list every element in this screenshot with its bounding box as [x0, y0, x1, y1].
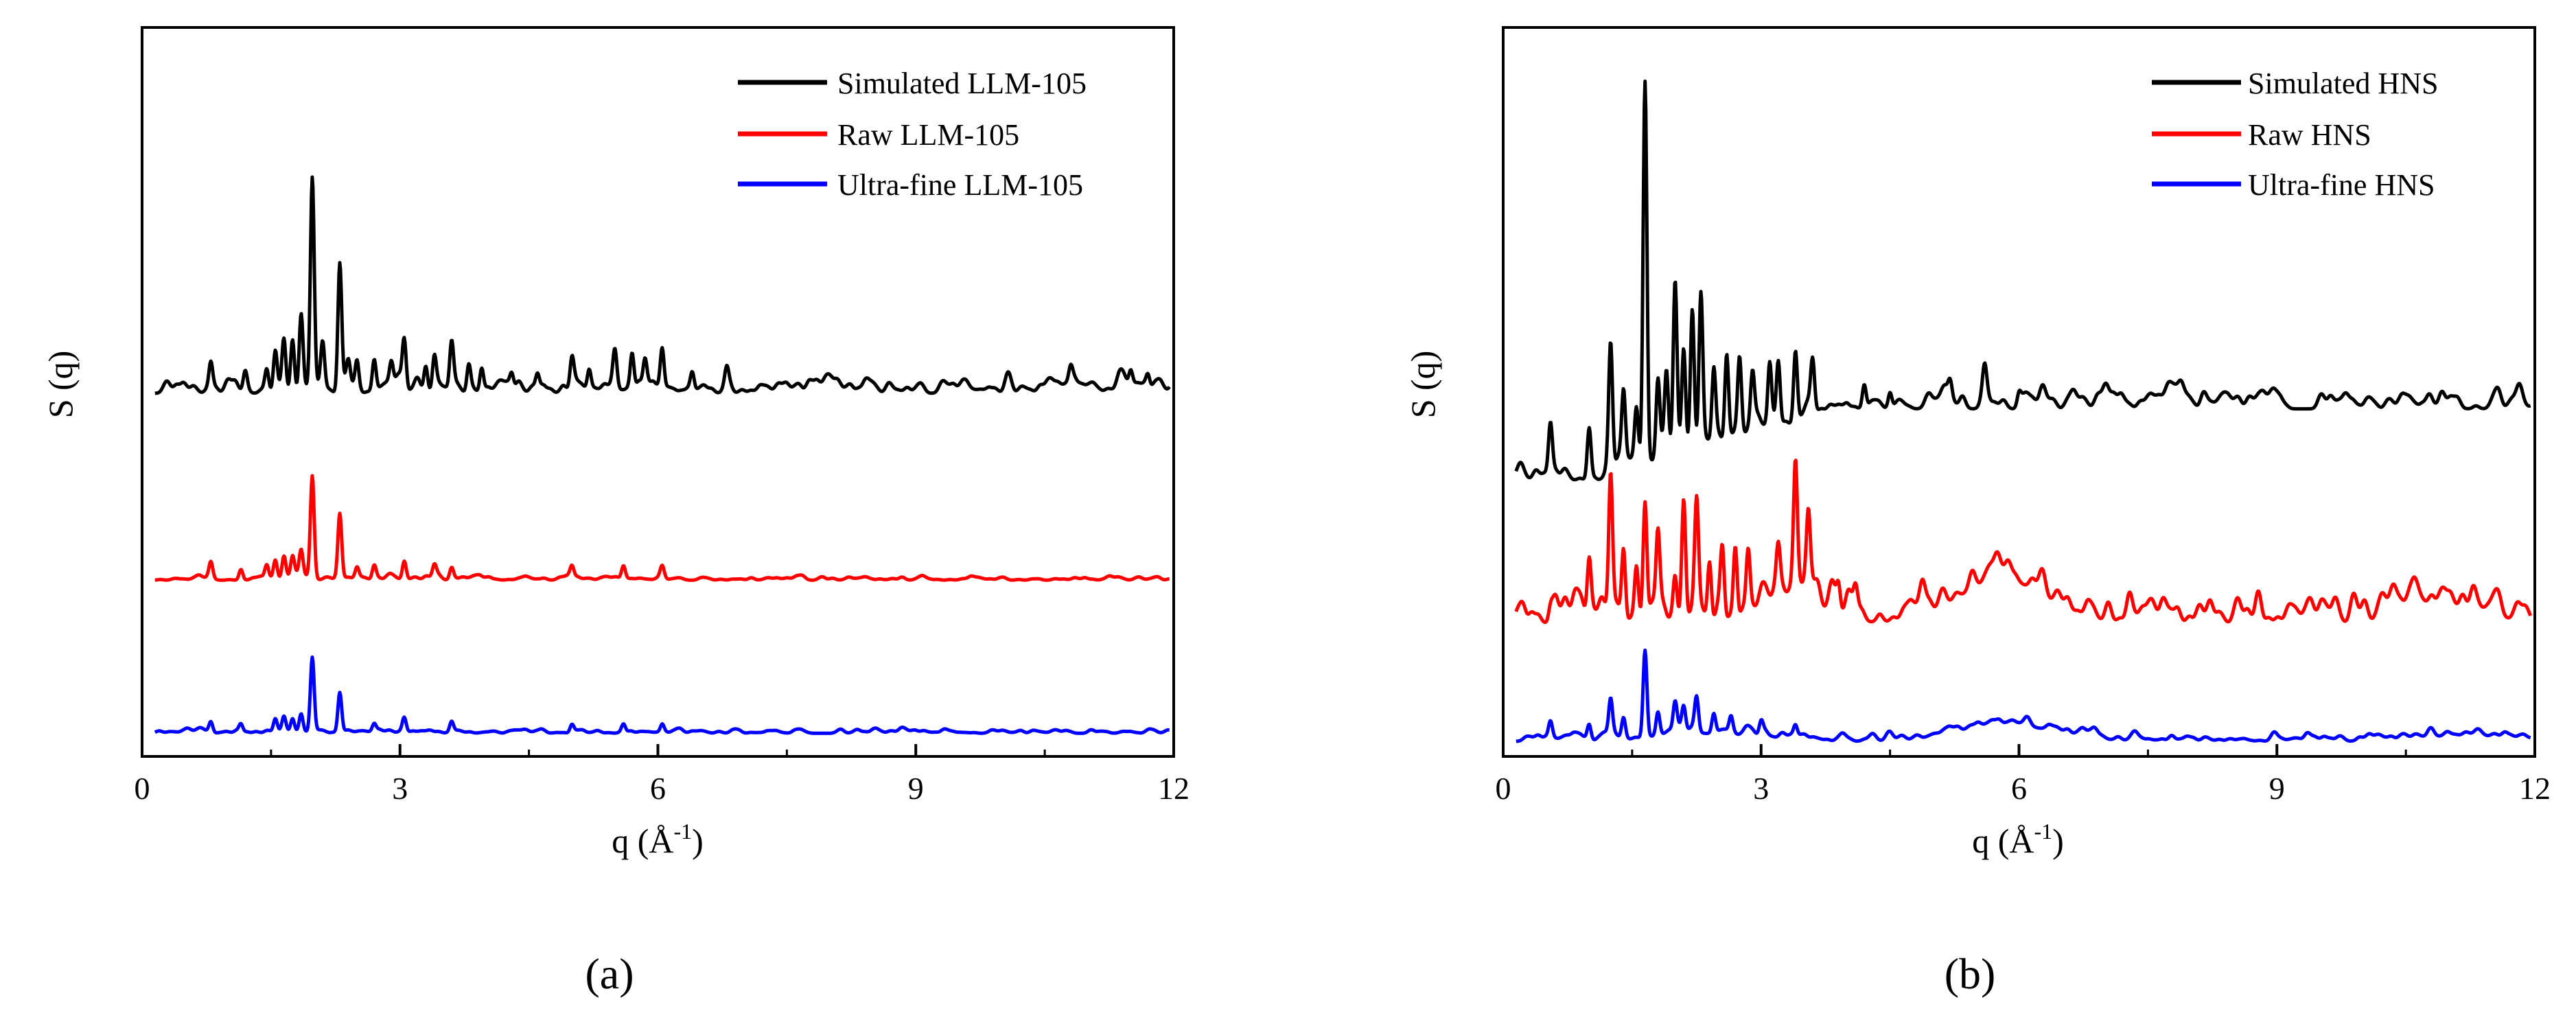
- x-axis-title-a-main: q (Å: [612, 822, 673, 860]
- x-tick-label-9: 9: [2269, 771, 2285, 806]
- x-axis-title-b-sup: -1: [2034, 819, 2052, 844]
- x-axis-title-a: q (Å-1): [612, 819, 704, 860]
- x-tick-label-0: 0: [135, 771, 150, 806]
- series-group-a: [154, 175, 1171, 735]
- series-line-a-0: [154, 175, 1171, 395]
- legend-b-label-2: Ultra-fine HNS: [2248, 168, 2435, 202]
- x-axis-title-b-end: ): [2052, 822, 2064, 860]
- legend-b-label-1: Raw HNS: [2248, 118, 2371, 152]
- x-tick-label-6: 6: [650, 771, 666, 806]
- x-tick-label-6: 6: [2011, 771, 2027, 806]
- legend-a: Simulated LLM-105 Raw LLM-105 Ultra-fine…: [738, 67, 1087, 202]
- legend-a-label-1: Raw LLM-105: [837, 118, 1019, 152]
- series-line-b-1: [1514, 459, 2533, 625]
- panel-a: 0 3 6 9 12 S (q) q (Å-1) Simulated LLM-105 R…: [41, 26, 1190, 998]
- x-tick-label-0: 0: [1496, 771, 1511, 806]
- panel-b: 0 3 6 9 12 S (q) q (Å-1) Simulated HNS Raw H…: [1404, 26, 2551, 998]
- x-tick-label-12: 12: [2519, 771, 2551, 806]
- x-axis-title-a-end: ): [692, 822, 704, 860]
- legend-a-label-2: Ultra-fine LLM-105: [837, 168, 1083, 202]
- panel-label-b: (b): [1945, 949, 1996, 998]
- x-ticks-a: 0 3 6 9 12: [135, 744, 1190, 806]
- series-line-a-2: [154, 655, 1171, 735]
- x-ticks-b: 0 3 6 9 12: [1496, 744, 2551, 806]
- legend-b: Simulated HNS Raw HNS Ultra-fine HNS: [2152, 67, 2438, 202]
- series-line-a-1: [154, 474, 1171, 582]
- legend-b-label-0: Simulated HNS: [2248, 67, 2438, 100]
- x-tick-label-3: 3: [392, 771, 408, 806]
- x-axis-title-a-sup: -1: [673, 819, 692, 844]
- y-axis-title-a: S (q): [41, 351, 80, 419]
- legend-a-label-0: Simulated LLM-105: [837, 67, 1087, 100]
- series-group-b: [1514, 79, 2533, 743]
- x-axis-title-b: q (Å-1): [1972, 819, 2064, 860]
- x-tick-label-12: 12: [1158, 771, 1190, 806]
- panel-label-a: (a): [585, 949, 634, 998]
- series-line-b-0: [1514, 79, 2532, 482]
- x-tick-label-3: 3: [1753, 771, 1769, 806]
- x-tick-label-9: 9: [908, 771, 924, 806]
- x-axis-title-b-main: q (Å: [1972, 822, 2034, 860]
- y-axis-title-b: S (q): [1404, 351, 1442, 419]
- series-line-b-2: [1515, 648, 2532, 743]
